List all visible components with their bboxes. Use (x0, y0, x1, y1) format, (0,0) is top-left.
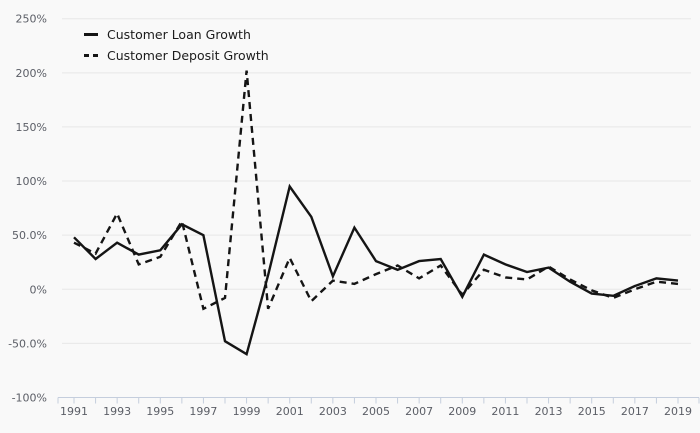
series-line-customer-deposit-growth (73, 70, 679, 311)
legend-item-deposit-growth: Customer Deposit Growth (84, 47, 269, 63)
x-tick-label: 2017 (621, 405, 649, 418)
x-tick-label: 2005 (362, 405, 390, 418)
x-tick-label: 1997 (189, 405, 217, 418)
x-tick-label: 2011 (491, 405, 519, 418)
x-tick-label: 2015 (578, 405, 606, 418)
y-tick-label: 200% (16, 67, 47, 80)
legend-label-loan-growth: Customer Loan Growth (107, 26, 251, 42)
series-line-customer-loan-growth (73, 183, 679, 357)
x-tick-label: 1999 (233, 405, 261, 418)
dashed-line-swatch-icon (84, 53, 98, 57)
x-tick-label: 2007 (405, 405, 433, 418)
y-tick-label: 0% (30, 283, 47, 296)
y-tick-label: 50.0% (12, 229, 47, 242)
legend-label-deposit-growth: Customer Deposit Growth (107, 47, 269, 63)
y-tick-label: 100% (16, 175, 47, 188)
x-tick-label: 2019 (664, 405, 692, 418)
y-tick-label: -50.0% (8, 337, 47, 350)
x-tick-label: 2003 (319, 405, 347, 418)
x-tick-label: 2009 (448, 405, 476, 418)
x-tick-label: 2013 (535, 405, 563, 418)
y-tick-label: 150% (16, 121, 47, 134)
chart-legend: Customer Loan Growth Customer Deposit Gr… (84, 26, 269, 63)
x-tick-label: 1991 (60, 405, 88, 418)
solid-line-swatch-icon (84, 32, 98, 36)
y-tick-label: -100% (12, 392, 47, 405)
legend-item-loan-growth: Customer Loan Growth (84, 26, 269, 42)
x-tick-label: 2001 (276, 405, 304, 418)
x-tick-label: 1993 (103, 405, 131, 418)
y-tick-label: 250% (16, 13, 47, 26)
x-tick-label: 1995 (146, 405, 174, 418)
